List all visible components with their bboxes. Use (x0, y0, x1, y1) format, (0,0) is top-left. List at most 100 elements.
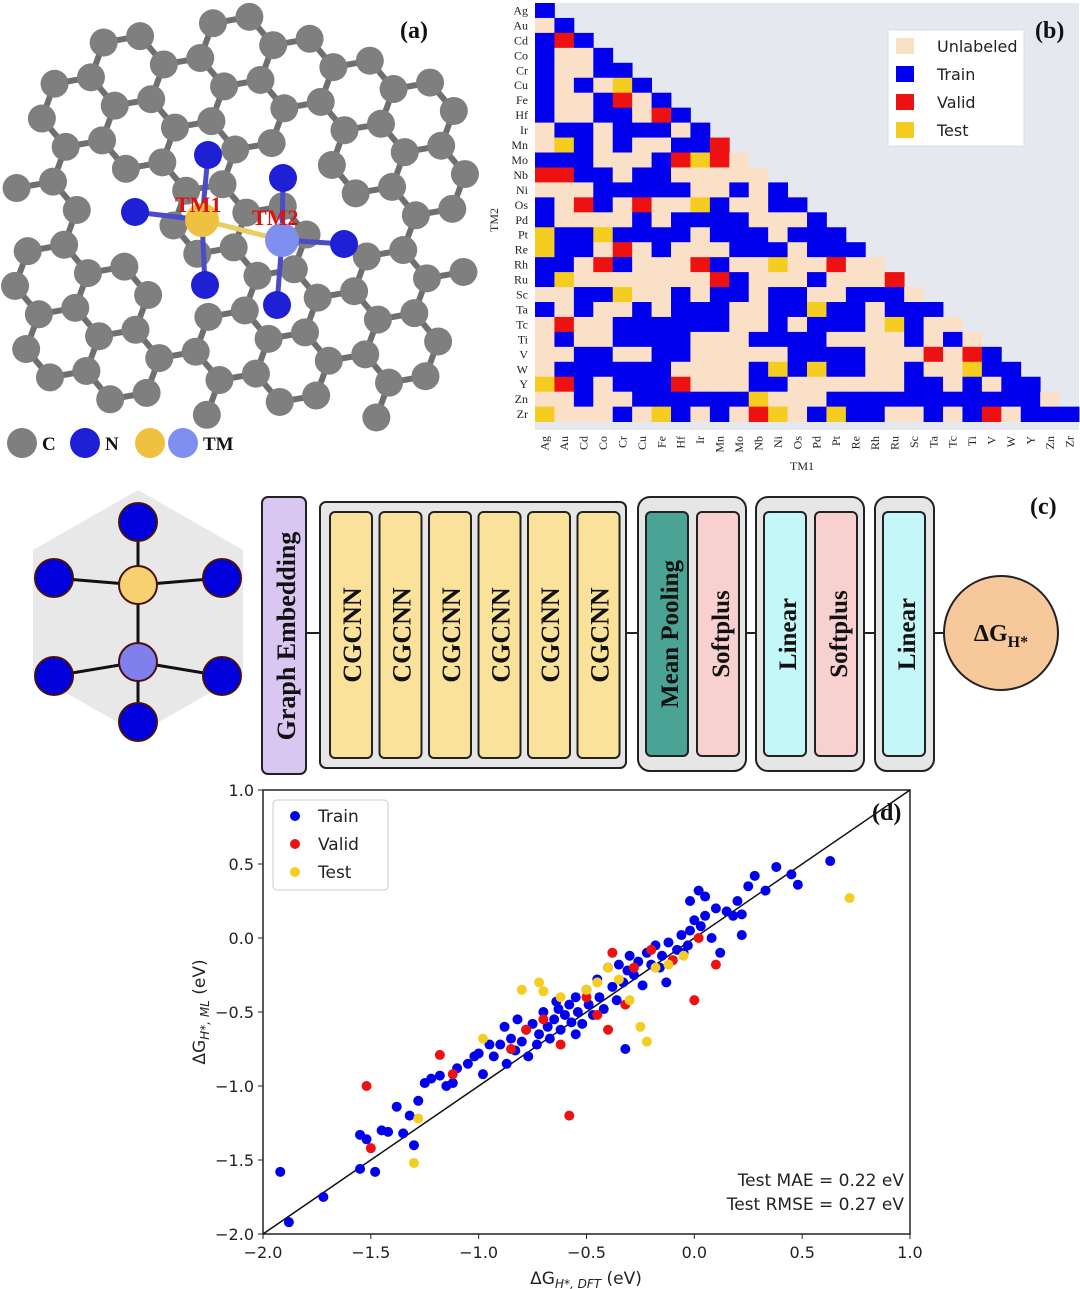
heatmap-cell (768, 361, 788, 378)
linear-label-2: Linear (894, 598, 921, 670)
heatmap-y-tick: Fe (516, 93, 528, 107)
heatmap-cell (884, 361, 905, 378)
heatmap-cell (807, 346, 827, 363)
heatmap-cell (690, 346, 711, 363)
heatmap-cell (748, 406, 769, 422)
heatmap-y-tick: Au (513, 18, 528, 32)
heatmap-y-label: TM2 (487, 208, 501, 232)
carbon-atom (232, 198, 261, 227)
heatmap-cell (748, 376, 769, 393)
carbon-atom (257, 129, 286, 158)
heatmap-cell (826, 391, 847, 408)
scatter-point-train (501, 1058, 512, 1069)
heatmap-cell (709, 272, 730, 288)
carbon-atom (73, 259, 102, 288)
scatter-points (275, 856, 855, 1228)
scatter-point-valid (506, 1044, 517, 1054)
heatmap-cell (554, 47, 575, 64)
heatmap-cell (554, 32, 575, 49)
heatmap-cell (671, 167, 691, 183)
carbon-atom (2, 174, 31, 203)
heatmap-cell (729, 302, 750, 318)
heatmap-cell (573, 227, 594, 243)
carbon-atom (241, 359, 270, 388)
scatter-point-valid (646, 944, 657, 955)
heatmap-cell (535, 17, 555, 34)
heatmap-cell (612, 406, 633, 422)
y-axis-label: ΔGH*, ML (eV) (190, 959, 212, 1064)
heatmap-cell (651, 122, 672, 138)
heatmap-cell (535, 212, 555, 228)
heatmap-cell (845, 272, 866, 288)
y-tick-label: 0.5 (229, 855, 254, 874)
legend-atom-icon (168, 428, 198, 458)
scatter-point-train (594, 992, 605, 1003)
heatmap-cell (651, 302, 672, 318)
heatmap-cell (593, 316, 614, 333)
heatmap-cell (1001, 391, 1022, 408)
heatmap-cell (748, 197, 769, 213)
carbon-atom (35, 363, 64, 392)
scatter-point-valid (710, 959, 721, 970)
heatmap-cell (729, 257, 750, 273)
heatmap-cell (690, 227, 711, 243)
heatmap-cell (593, 107, 614, 123)
heatmap-cell (826, 316, 847, 333)
heatmap-cell (768, 212, 788, 228)
heatmap-cell (690, 167, 711, 183)
carbon-atom (363, 305, 392, 334)
scatter-point-train (413, 1095, 424, 1106)
carbon-atom (306, 87, 335, 116)
heatmap-cell (709, 242, 730, 258)
legend-series-label: Valid (318, 835, 359, 855)
carbon-atom (366, 109, 395, 138)
carbon-atom (61, 293, 90, 322)
heatmap-cell (865, 316, 886, 333)
carbon-atom (375, 368, 404, 397)
heatmap-cell (593, 376, 614, 393)
heatmap-x-tick: Cu (635, 436, 649, 450)
carbon-atom (137, 85, 166, 114)
heatmap-cell (612, 316, 633, 333)
heatmap-cell (632, 406, 652, 422)
mean-pooling-label: Mean Pooling (657, 560, 684, 708)
scatter-point-valid (693, 933, 704, 943)
heatmap-cell (768, 316, 788, 333)
heatmap-cell (573, 32, 594, 49)
heatmap-cell (729, 391, 750, 408)
heatmap-cell (651, 152, 672, 168)
heatmap-x-tick: Ru (887, 436, 901, 450)
tm1-label: TM1 (175, 192, 221, 217)
x-tick-label: −2.0 (244, 1243, 283, 1262)
heatmap-cell (554, 77, 575, 94)
heatmap-cell (787, 376, 808, 393)
heatmap-cell (651, 92, 672, 109)
scatter-point-train (624, 950, 635, 961)
heatmap-cell (943, 346, 963, 363)
heatmap-y-tick: Tc (516, 317, 528, 331)
graph-metal-node-1 (118, 565, 158, 605)
x-tick-label: −1.5 (351, 1243, 390, 1262)
scatter-point-train (706, 933, 717, 943)
heatmap-cell (962, 406, 983, 422)
scatter-point-test (603, 962, 614, 973)
heatmap-cell (671, 122, 691, 138)
heatmap-y-tick: Mn (511, 138, 528, 152)
heatmap-x-tick: Zn (1043, 436, 1057, 449)
heatmap-cell (748, 316, 769, 333)
carbon-atom (100, 91, 129, 120)
legend-marker (290, 867, 300, 877)
heatmap-x-tick: Ag (538, 436, 552, 451)
heatmap-cell (865, 272, 886, 288)
heatmap-cell (632, 257, 652, 273)
scatter-point-train (572, 1007, 583, 1017)
graph-input (33, 490, 243, 742)
legend-series-label: Test (317, 863, 352, 883)
panel-b-heatmap: AgAuCdCoCrCuFeHfIrMnMoNbNiOsPdPtReRhRuSc… (487, 3, 1080, 473)
heatmap-cell (573, 331, 594, 348)
x-ticks: −2.0 −1.5 −1.0 −0.5 0.0 0.5 1.0 (244, 1234, 923, 1262)
x-tick-label: −0.5 (567, 1243, 606, 1262)
heatmap-cell (709, 346, 730, 363)
heatmap-cell (632, 107, 652, 123)
legend-swatch (896, 122, 914, 138)
